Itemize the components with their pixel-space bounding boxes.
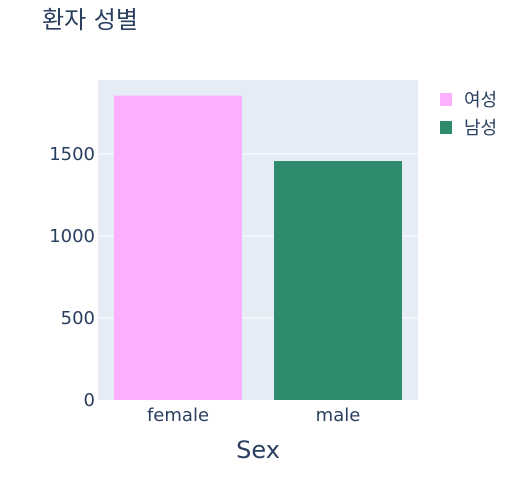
bars bbox=[114, 95, 402, 400]
x-axis-title: Sex bbox=[236, 436, 280, 464]
x-axis-ticks: female male bbox=[147, 405, 360, 426]
legend-label[interactable]: 여성 bbox=[464, 90, 497, 111]
bar-male[interactable] bbox=[274, 161, 402, 400]
x-tick-label: male bbox=[316, 405, 361, 426]
legend-swatch[interactable] bbox=[440, 93, 452, 106]
y-axis-ticks: 0 500 1000 1500 bbox=[49, 144, 95, 411]
legend-swatch[interactable] bbox=[440, 121, 452, 134]
chart-title: 환자 성별 bbox=[42, 6, 138, 34]
legend-label[interactable]: 남성 bbox=[464, 118, 497, 139]
bar-female[interactable] bbox=[114, 95, 242, 400]
y-tick-label: 1500 bbox=[49, 144, 95, 165]
x-tick-label: female bbox=[147, 405, 209, 426]
y-tick-label: 500 bbox=[61, 308, 95, 329]
y-tick-label: 0 bbox=[84, 390, 95, 411]
y-tick-label: 1000 bbox=[49, 226, 95, 247]
